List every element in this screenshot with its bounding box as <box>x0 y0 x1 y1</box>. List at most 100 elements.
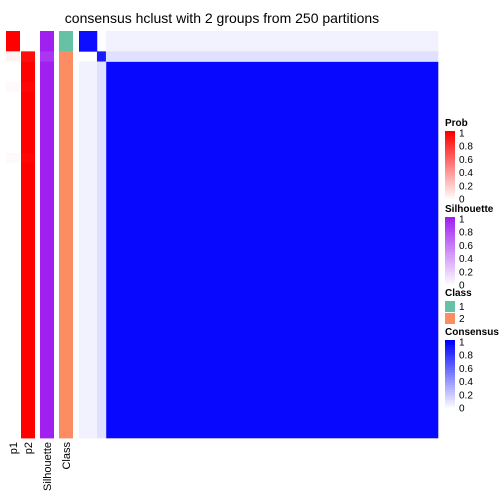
legend-gradient-step <box>445 259 455 263</box>
silhouette-cell <box>40 224 54 235</box>
p1-cell <box>6 387 20 398</box>
legend-gradient-step <box>445 227 455 230</box>
p2-cell <box>21 203 35 215</box>
class-cell <box>59 51 73 62</box>
class-cell <box>59 163 73 174</box>
p2-cell <box>21 193 35 205</box>
legend-gradient-step <box>445 357 455 361</box>
p2-cell <box>21 305 35 317</box>
class-cell <box>59 31 73 42</box>
p1-cell <box>6 285 20 296</box>
class-cell <box>59 417 73 429</box>
class-cell <box>59 112 73 123</box>
p1-cell <box>6 132 20 144</box>
p1-cell <box>6 417 20 429</box>
p1-cell <box>6 214 20 225</box>
legend-gradient-step <box>445 141 455 144</box>
legend-gradient-step <box>445 153 455 157</box>
legend-gradient-step <box>445 133 455 137</box>
annotation-labels: p1 p2 Silhouette Class <box>8 442 73 491</box>
p1-cell <box>6 153 20 164</box>
p2-cell <box>21 153 35 164</box>
legend-tick: 0.8 <box>459 351 473 362</box>
silhouette-cell <box>40 41 54 52</box>
legend-tick: 0.2 <box>459 181 473 192</box>
legend-gradient-step <box>445 340 455 343</box>
p2-cell <box>21 397 35 408</box>
silhouette-cell <box>40 193 54 205</box>
class-cell <box>59 407 73 419</box>
class-cell <box>59 183 73 195</box>
legend-gradient-step <box>445 372 455 376</box>
legend-swatch <box>445 301 455 312</box>
consensus-block <box>96 51 107 62</box>
silhouette-cell <box>40 376 54 388</box>
p2-cell <box>21 244 35 256</box>
class-cell <box>59 41 73 52</box>
legend-gradient-step <box>445 382 455 386</box>
p2-cell <box>21 326 35 337</box>
p2-cell <box>21 92 35 103</box>
legend-gradient-step <box>445 229 455 233</box>
p1-cell <box>6 397 20 408</box>
silhouette-cell <box>40 203 54 215</box>
legend-tick: 0 <box>459 195 465 206</box>
class-cell <box>59 397 73 408</box>
legend-gradient-step <box>445 136 455 139</box>
class-cell <box>59 102 73 113</box>
legend-gradient-step <box>445 186 455 189</box>
silhouette-cell <box>40 326 54 337</box>
legend-gradient-step <box>445 385 455 388</box>
consensus-block <box>79 31 98 52</box>
p1-cell <box>6 173 20 185</box>
annotation-label: Class <box>61 442 73 470</box>
legend-gradient-step <box>445 168 455 172</box>
annotation-label: p1 <box>8 442 20 454</box>
legend-gradient-step <box>445 267 455 270</box>
p2-cell <box>21 132 35 144</box>
legend-tick: 0.8 <box>459 228 473 239</box>
p2-cell <box>21 183 35 195</box>
class-cell <box>59 122 73 134</box>
legend-tick: 0.4 <box>459 254 473 265</box>
class-cell <box>59 61 73 73</box>
legend-gradient-step <box>445 370 455 373</box>
legend-gradient-step <box>445 282 455 285</box>
p2-cell <box>21 214 35 225</box>
legend-gradient-step <box>445 277 455 280</box>
legend-gradient-step <box>445 407 455 411</box>
p2-cell <box>21 417 35 429</box>
legend-gradient-step <box>445 402 455 406</box>
legend-title: Class <box>445 288 472 299</box>
legend-gradient-step <box>445 217 455 220</box>
legend-gradient-step <box>445 262 455 265</box>
consensus-block <box>79 61 98 439</box>
legend-gradient-step <box>445 198 455 202</box>
p1-cell <box>6 366 20 378</box>
p2-cell <box>21 163 35 174</box>
p2-cell <box>21 315 35 327</box>
class-cell <box>59 142 73 154</box>
legend-gradient-step <box>445 138 455 142</box>
p2-cell <box>21 285 35 296</box>
annotation-label: Silhouette <box>42 442 54 491</box>
consensus-block <box>105 61 439 439</box>
legend-gradient-step <box>445 342 455 346</box>
legend-gradient-step <box>445 345 455 348</box>
silhouette-cell <box>40 387 54 398</box>
silhouette-cell <box>40 427 54 439</box>
legend-tick: 1 <box>459 338 465 349</box>
legend-tick: 0.6 <box>459 241 473 252</box>
legend-gradient-step <box>445 156 455 159</box>
legend-tick: 0.4 <box>459 377 473 388</box>
legend-gradient-step <box>445 352 455 356</box>
class-cell <box>59 81 73 93</box>
legend-label: 1 <box>459 302 465 313</box>
consensus-block <box>105 51 439 62</box>
p2-cell <box>21 234 35 246</box>
class-cell <box>59 376 73 388</box>
p2-cell <box>21 336 35 347</box>
legend-gradient-step <box>445 377 455 381</box>
p2-cell <box>21 346 35 358</box>
